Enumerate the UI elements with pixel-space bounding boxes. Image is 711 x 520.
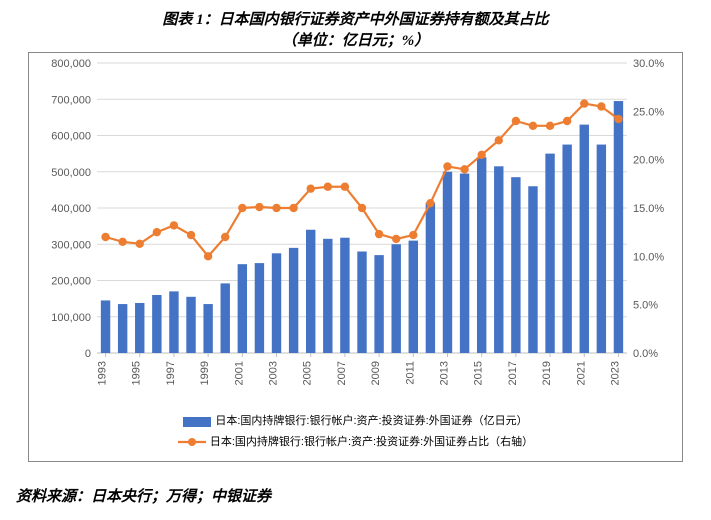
legend-bar: 日本:国内持牌银行:银行帐户:资产:投资证券:外国证券（亿日元） <box>183 413 527 431</box>
svg-text:1999: 1999 <box>199 361 211 385</box>
svg-text:10.0%: 10.0% <box>633 251 664 263</box>
svg-text:2015: 2015 <box>473 361 485 385</box>
svg-text:400,000: 400,000 <box>51 203 91 215</box>
svg-text:1997: 1997 <box>165 361 177 385</box>
svg-text:2009: 2009 <box>370 361 382 385</box>
svg-text:2019: 2019 <box>541 361 553 385</box>
svg-text:2021: 2021 <box>575 361 587 385</box>
svg-text:15.0%: 15.0% <box>633 203 664 215</box>
svg-text:2017: 2017 <box>507 361 519 385</box>
svg-text:2003: 2003 <box>268 361 280 385</box>
svg-text:1995: 1995 <box>131 361 143 385</box>
svg-text:2005: 2005 <box>302 361 314 385</box>
svg-text:300,000: 300,000 <box>51 239 91 251</box>
svg-text:200,000: 200,000 <box>51 276 91 288</box>
svg-text:20.0%: 20.0% <box>633 155 664 167</box>
svg-text:0: 0 <box>85 348 91 360</box>
svg-text:1993: 1993 <box>97 361 109 385</box>
svg-text:800,000: 800,000 <box>51 58 91 70</box>
legend-line-label: 日本:国内持牌银行:银行帐户:资产:投资证券:外国证券占比（右轴） <box>210 434 533 452</box>
combo-chart: 0 100,000 200,000 300,000 400,000 500,000 600,… <box>29 53 684 413</box>
svg-text:100,000: 100,000 <box>51 312 91 324</box>
legend-bar-label: 日本:国内持牌银行:银行帐户:资产:投资证券:外国证券（亿日元） <box>215 413 527 431</box>
chart-title-line2: （单位：亿日元；%） <box>0 29 711 50</box>
svg-text:600,000: 600,000 <box>51 131 91 143</box>
svg-text:5.0%: 5.0% <box>633 300 658 312</box>
chart-container: 0 100,000 200,000 300,000 400,000 500,000 600,… <box>28 52 683 462</box>
svg-text:25.0%: 25.0% <box>633 106 664 118</box>
svg-text:2013: 2013 <box>438 361 450 385</box>
svg-text:500,000: 500,000 <box>51 167 91 179</box>
legend: 日本:国内持牌银行:银行帐户:资产:投资证券:外国证券（亿日元） 日本:国内持牌… <box>29 413 682 455</box>
legend-line-swatch <box>178 436 206 448</box>
legend-line: 日本:国内持牌银行:银行帐户:资产:投资证券:外国证券占比（右轴） <box>178 434 533 452</box>
svg-text:2007: 2007 <box>336 361 348 385</box>
svg-text:30.0%: 30.0% <box>633 58 664 70</box>
legend-bar-swatch <box>183 417 211 427</box>
svg-text:2011: 2011 <box>404 361 416 385</box>
source-text: 资料来源：日本央行；万得；中银证券 <box>16 485 271 506</box>
chart-title-line1: 图表 1：日本国内银行证券资产中外国证券持有额及其占比 <box>0 8 711 29</box>
svg-text:2001: 2001 <box>233 361 245 385</box>
svg-text:2023: 2023 <box>609 361 621 385</box>
svg-text:0.0%: 0.0% <box>633 348 658 360</box>
svg-text:700,000: 700,000 <box>51 94 91 106</box>
